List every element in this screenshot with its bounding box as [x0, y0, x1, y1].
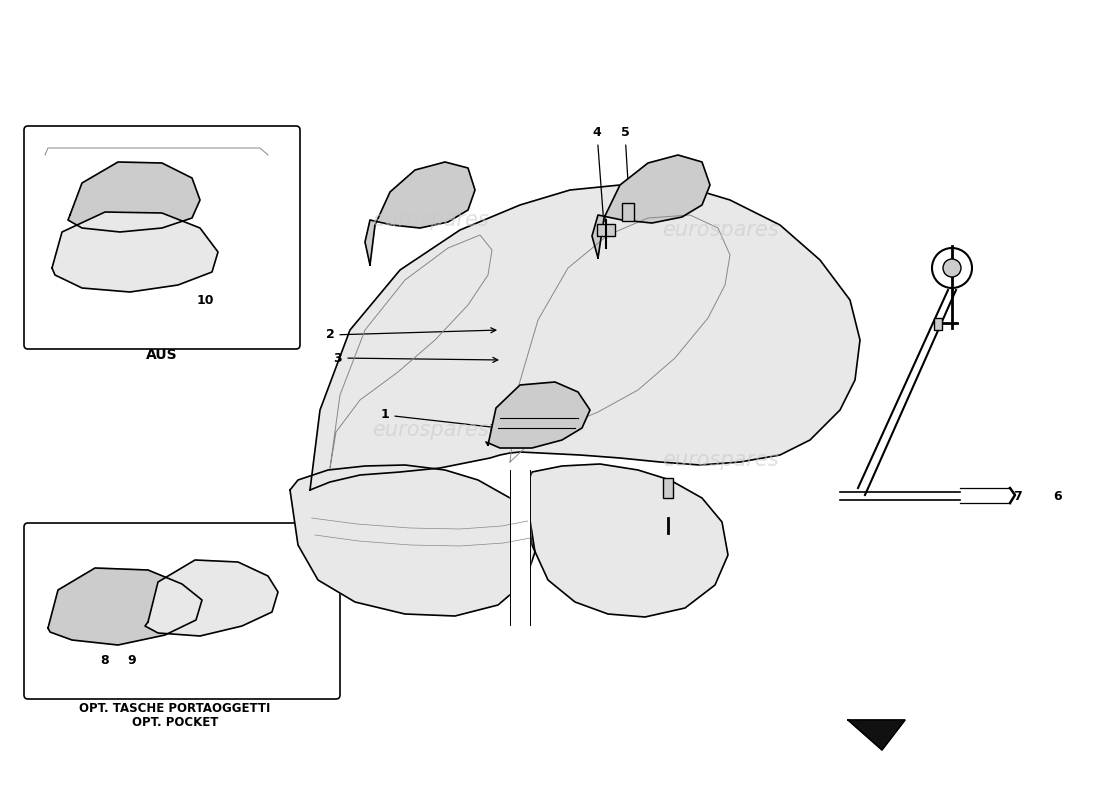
- Text: 8: 8: [101, 654, 109, 666]
- Text: OPT. TASCHE PORTAOGGETTI: OPT. TASCHE PORTAOGGETTI: [79, 702, 271, 714]
- Polygon shape: [510, 462, 530, 630]
- Polygon shape: [290, 465, 535, 616]
- Polygon shape: [68, 162, 200, 232]
- Circle shape: [943, 259, 961, 277]
- Polygon shape: [145, 560, 278, 636]
- Bar: [663, 478, 673, 498]
- Polygon shape: [365, 162, 475, 265]
- Text: eurospares: eurospares: [372, 210, 488, 230]
- Text: 9: 9: [128, 654, 136, 666]
- Text: OPT. POCKET: OPT. POCKET: [132, 715, 218, 729]
- Bar: [621, 203, 634, 221]
- Polygon shape: [486, 382, 590, 448]
- Text: AUS: AUS: [146, 348, 178, 362]
- Text: 1: 1: [381, 409, 496, 430]
- Polygon shape: [48, 568, 202, 645]
- Text: eurospares: eurospares: [372, 420, 488, 440]
- Polygon shape: [310, 185, 860, 490]
- Text: 7: 7: [1013, 490, 1022, 503]
- FancyBboxPatch shape: [24, 126, 300, 349]
- Text: 4: 4: [593, 126, 606, 222]
- FancyBboxPatch shape: [24, 523, 340, 699]
- Text: 3: 3: [333, 351, 498, 365]
- Polygon shape: [848, 720, 905, 750]
- Text: 6: 6: [1054, 490, 1063, 503]
- Text: 10: 10: [196, 294, 213, 306]
- Polygon shape: [52, 212, 218, 292]
- Bar: [934, 318, 942, 330]
- Polygon shape: [592, 155, 710, 258]
- Text: 5: 5: [620, 126, 631, 211]
- Bar: [597, 224, 615, 236]
- Text: 2: 2: [326, 328, 496, 342]
- Text: eurospares: eurospares: [661, 450, 779, 470]
- Text: eurospares: eurospares: [661, 220, 779, 240]
- Polygon shape: [525, 464, 728, 617]
